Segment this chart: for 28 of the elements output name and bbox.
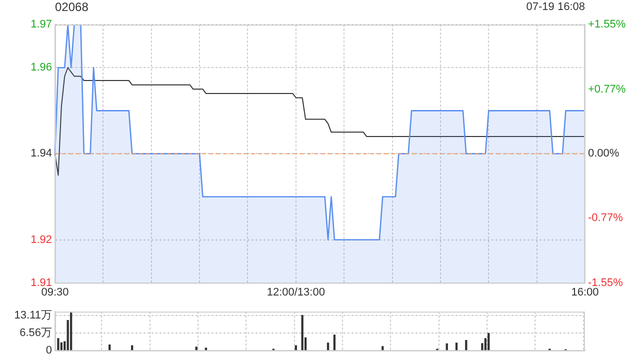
y-tick-label: 1.91: [30, 276, 52, 289]
bar: [488, 333, 490, 350]
bar: [333, 334, 336, 350]
y2-tick-label: 0.00%: [588, 148, 620, 160]
y-tick-label: 1.97: [30, 18, 52, 31]
bar: [57, 338, 60, 350]
text: 07-19 16:08: [526, 0, 585, 14]
y2-tick-label: -0.77%: [588, 212, 624, 224]
x-tick-label: 09:30: [41, 286, 69, 298]
y-tick-label: 1.92: [30, 234, 52, 246]
x-tick-label: 16:00: [571, 286, 599, 298]
y-tick-label: 1.94: [30, 148, 52, 160]
y-tick-label: 6.56万: [20, 327, 52, 339]
y-tick-label: 13.11万: [14, 310, 52, 322]
bar: [204, 348, 208, 350]
y-tick-label: 1.96: [30, 62, 52, 74]
bar: [70, 312, 72, 350]
y2-tick-label: -1.55%: [588, 276, 624, 289]
y2-tick-label: +1.55%: [588, 18, 626, 31]
bar: [195, 346, 198, 350]
bar: [455, 342, 458, 350]
chart-title: 02068: [55, 0, 88, 14]
bar: [301, 314, 304, 350]
y2-tick-label: +0.77%: [588, 84, 626, 96]
bar: [326, 342, 330, 350]
y-tick-label: 0: [46, 344, 52, 356]
x-tick-label: 12:00/13:00: [266, 286, 325, 298]
bar: [465, 340, 468, 350]
